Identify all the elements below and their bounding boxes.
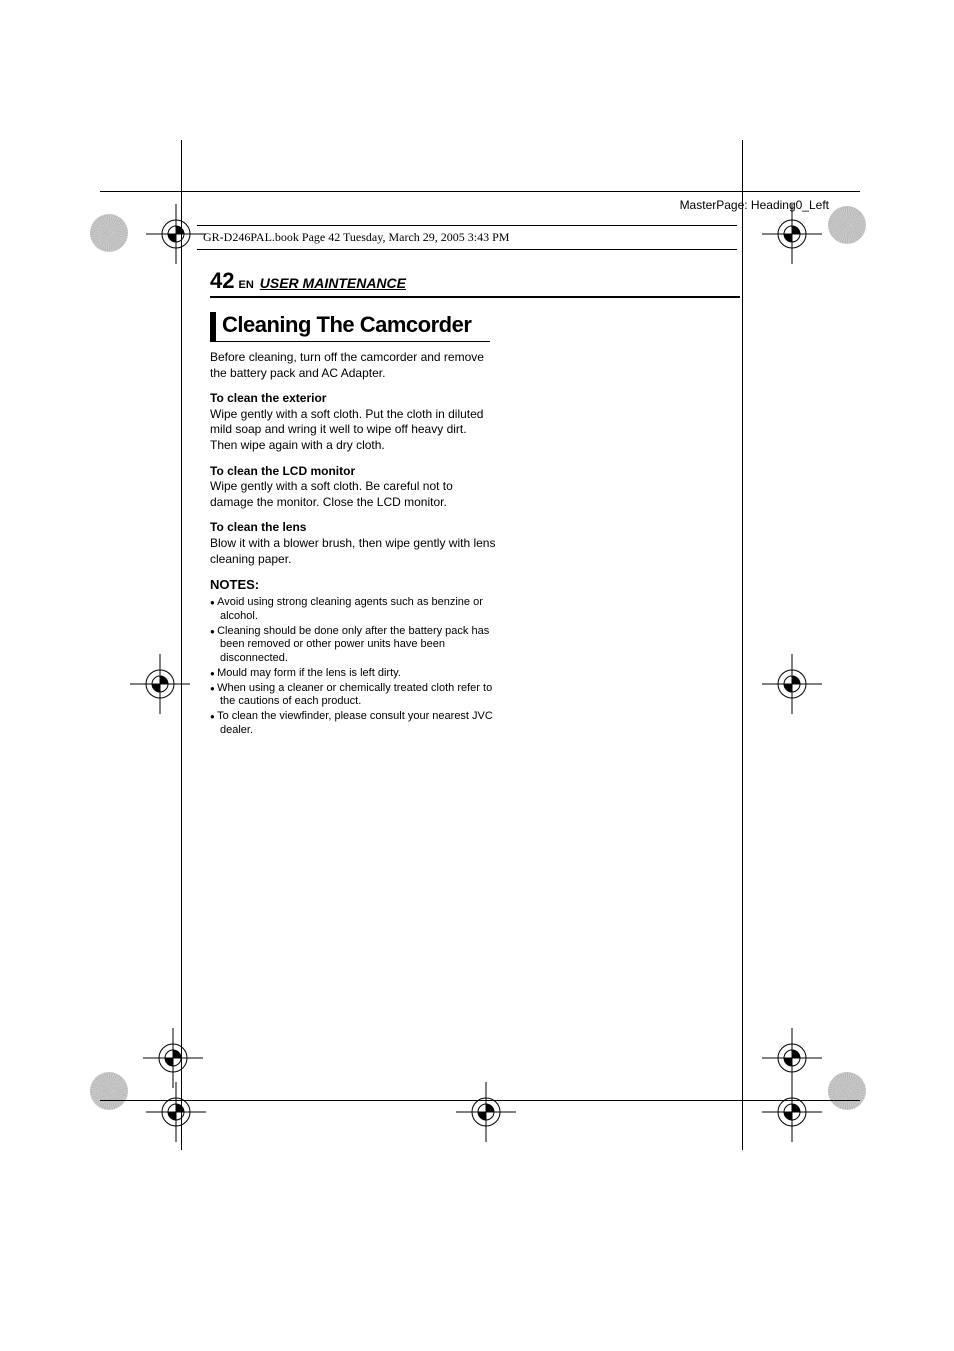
texture-circle-icon [828,206,866,244]
registration-mark-icon [762,1082,822,1142]
registration-mark-icon [762,1028,822,1088]
registration-mark-icon [762,654,822,714]
list-item: Avoid using strong cleaning agents such … [210,596,496,624]
book-header-bar: GR-D246PAL.book Page 42 Tuesday, March 2… [197,225,737,250]
intro-paragraph: Before cleaning, turn off the camcorder … [210,350,496,381]
page-header: 42 EN USER MAINTENANCE [210,268,740,298]
texture-circle-icon [90,214,128,252]
notes-heading: NOTES: [210,577,496,594]
main-heading: Cleaning The Camcorder [210,312,490,342]
crop-guide-vertical [742,140,743,1150]
crop-guide-horizontal [100,191,860,192]
crop-guide-horizontal [100,1100,860,1101]
block-exterior: To clean the exterior Wipe gently with a… [210,391,496,453]
notes-list: Avoid using strong cleaning agents such … [210,596,496,738]
texture-circle-icon [828,1072,866,1110]
block-body: Wipe gently with a soft cloth. Put the c… [210,407,496,454]
texture-circle-icon [90,1072,128,1110]
registration-mark-icon [762,204,822,264]
block-body: Wipe gently with a soft cloth. Be carefu… [210,479,496,510]
list-item: Mould may form if the lens is left dirty… [210,667,496,681]
block-body: Blow it with a blower brush, then wipe g… [210,536,496,567]
list-item: To clean the viewfinder, please consult … [210,710,496,738]
page-content: 42 EN USER MAINTENANCE Cleaning The Camc… [210,268,740,739]
page-number: 42 [210,268,234,294]
block-lens: To clean the lens Blow it with a blower … [210,520,496,567]
language-code: EN [238,279,253,291]
block-title: To clean the LCD monitor [210,464,496,480]
block-title: To clean the lens [210,520,496,536]
block-lcd: To clean the LCD monitor Wipe gently wit… [210,464,496,511]
registration-mark-icon [143,1028,203,1088]
section-title: USER MAINTENANCE [260,275,406,291]
crop-guide-vertical [181,140,182,1150]
list-item: Cleaning should be done only after the b… [210,625,496,666]
list-item: When using a cleaner or chemically treat… [210,682,496,710]
body-column: Before cleaning, turn off the camcorder … [210,350,496,738]
registration-mark-icon [146,204,206,264]
registration-mark-icon [456,1082,516,1142]
block-title: To clean the exterior [210,391,496,407]
registration-mark-icon [146,1082,206,1142]
